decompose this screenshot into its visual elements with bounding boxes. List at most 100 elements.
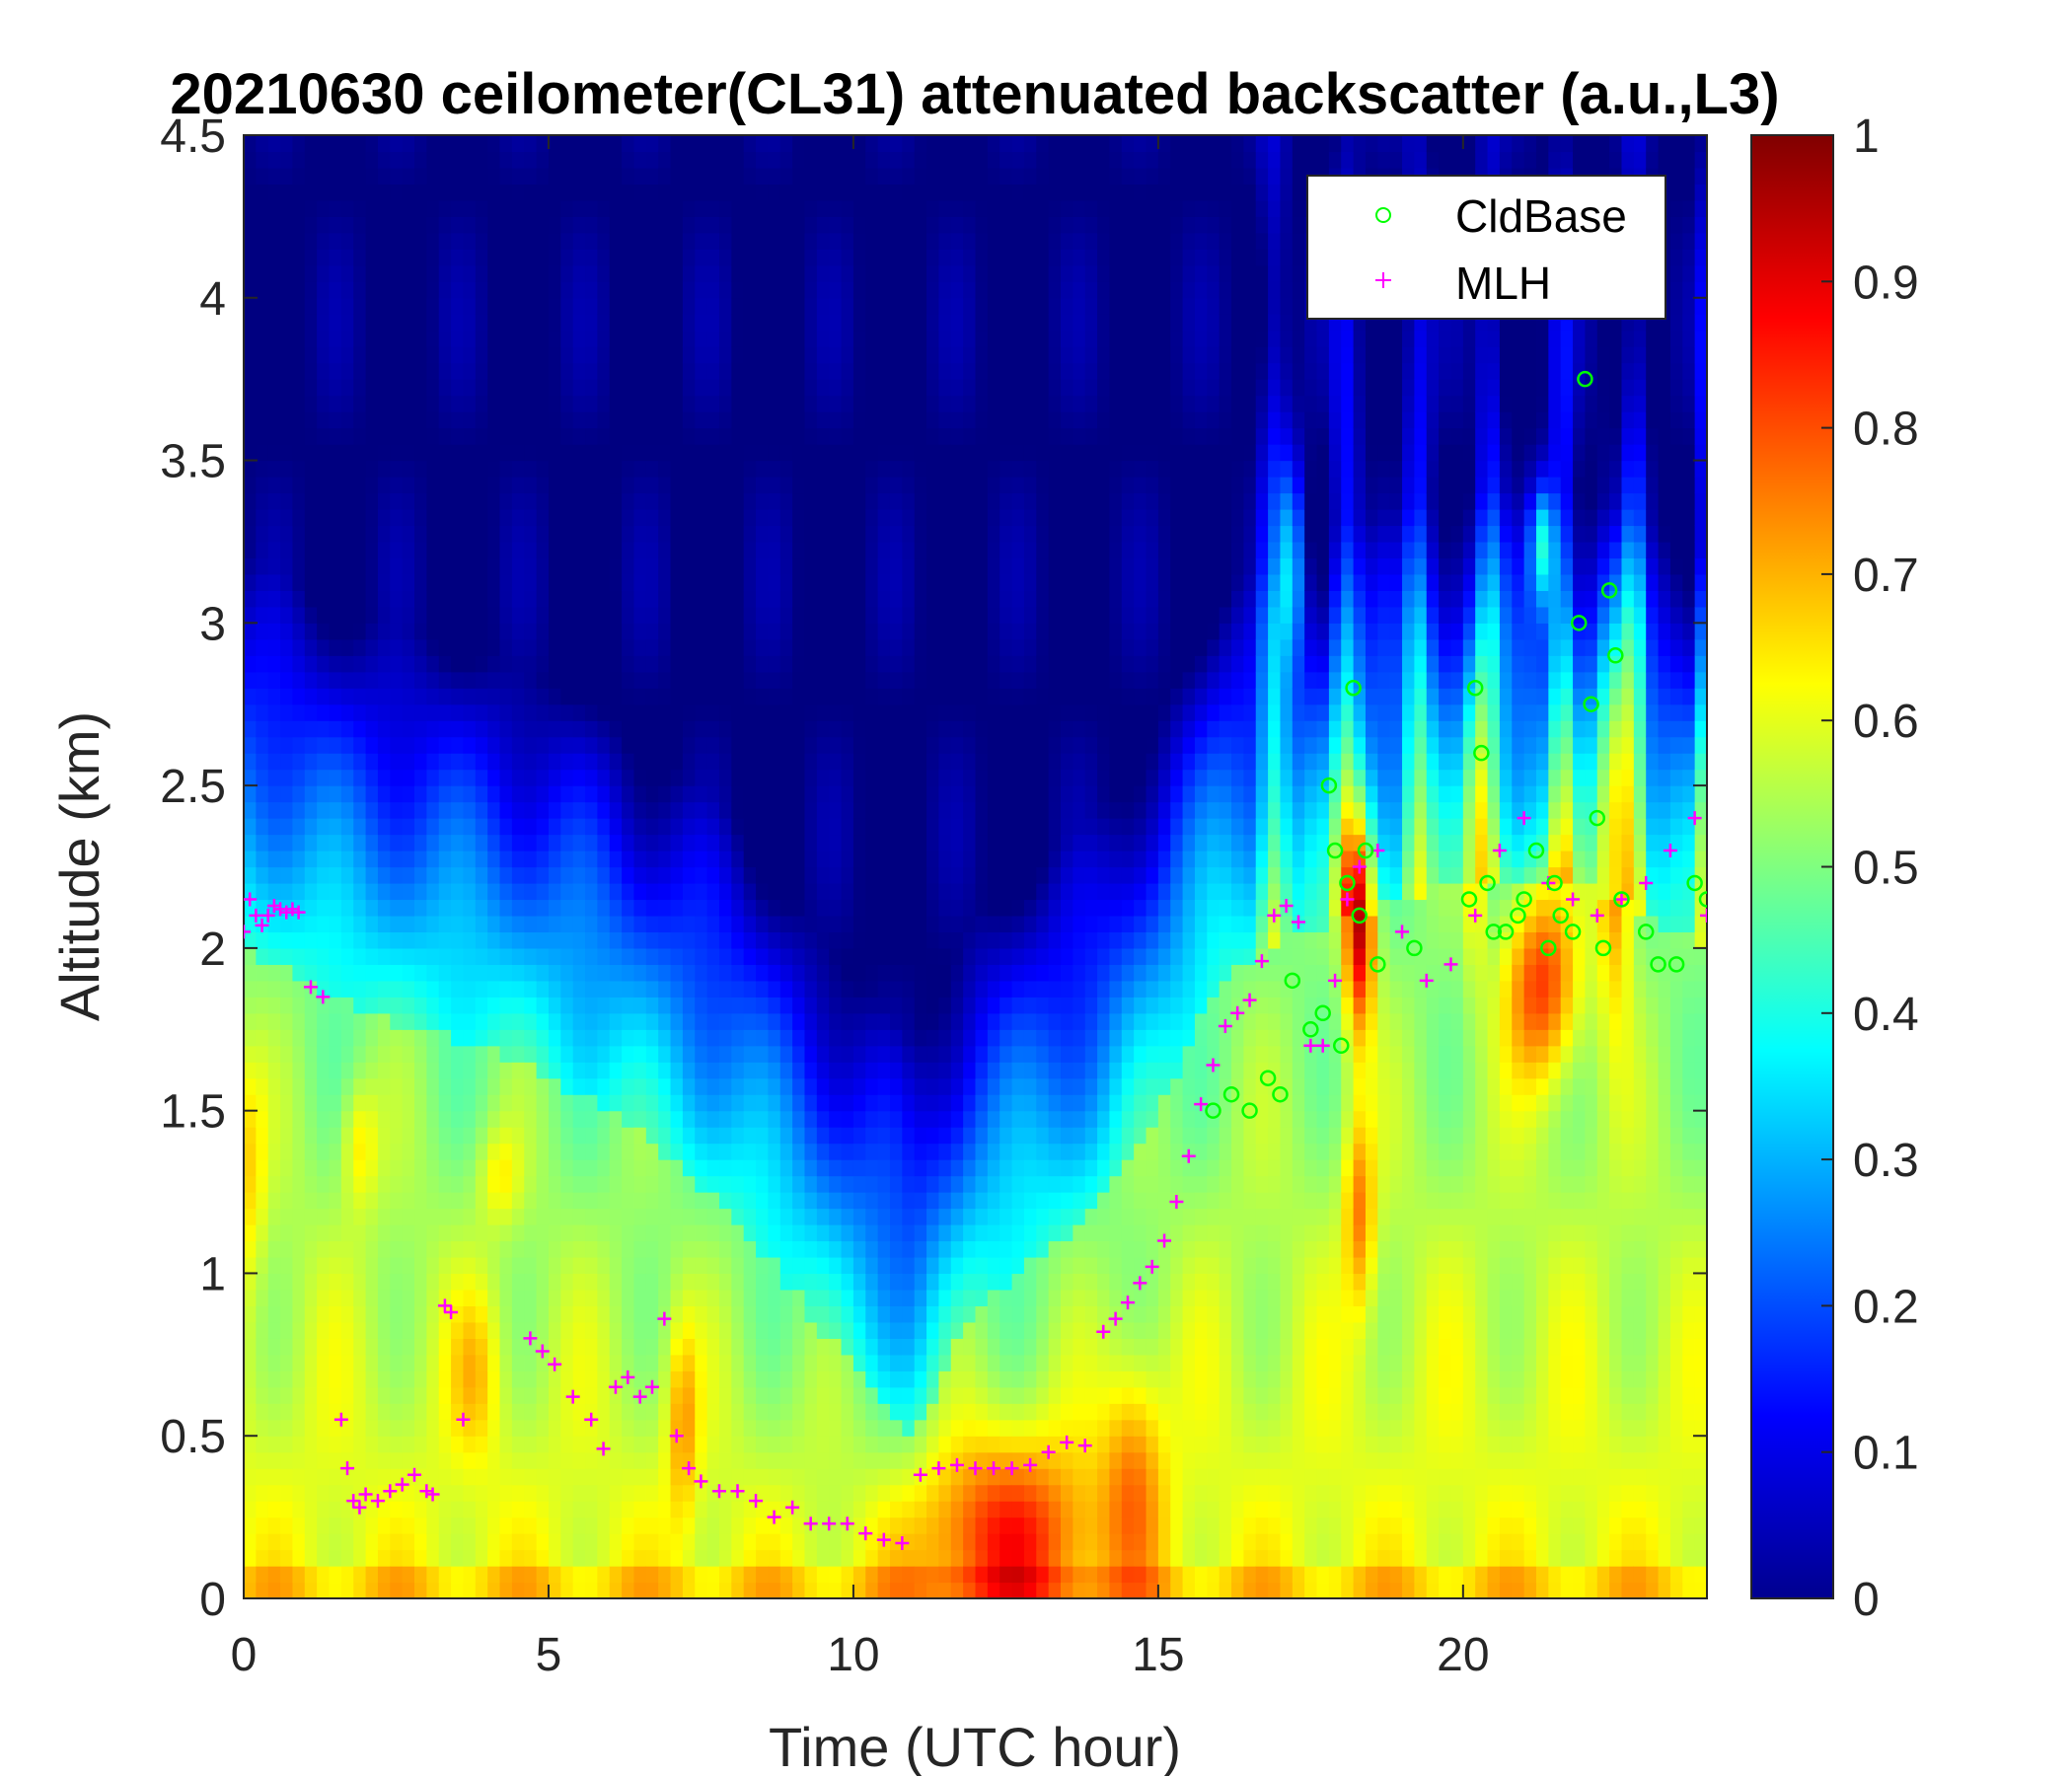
heatmap-cell <box>426 232 440 250</box>
heatmap-cell <box>902 1110 916 1128</box>
heatmap-cell <box>829 801 843 819</box>
heatmap-cell <box>695 688 708 705</box>
heatmap-cell <box>353 638 367 656</box>
heatmap-cell <box>914 1256 927 1275</box>
heatmap-cell <box>622 232 635 250</box>
heatmap-cell <box>682 1321 696 1339</box>
heatmap-cell <box>511 720 525 738</box>
heatmap-cell <box>658 199 672 217</box>
heatmap-cell <box>718 1077 732 1095</box>
heatmap-cell <box>292 1094 306 1112</box>
heatmap-cell <box>682 915 696 933</box>
heatmap-cell <box>377 1045 391 1063</box>
heatmap-cell <box>829 330 843 347</box>
heatmap-cell <box>256 1012 269 1030</box>
heatmap-cell <box>451 1338 465 1356</box>
heatmap-cell <box>841 1386 854 1404</box>
heatmap-cell <box>353 330 367 347</box>
heatmap-cell <box>414 1289 427 1306</box>
heatmap-cell <box>829 1386 843 1404</box>
heatmap-cell <box>572 1012 586 1030</box>
heatmap-cell <box>804 232 818 250</box>
heatmap-cell <box>487 1549 501 1567</box>
heatmap-cell <box>756 1256 770 1275</box>
heatmap-cell <box>390 1045 404 1063</box>
heatmap-cell <box>841 1289 854 1306</box>
heatmap-cell <box>792 801 806 819</box>
heatmap-cell <box>256 720 269 738</box>
heatmap-cell <box>670 964 684 982</box>
heatmap-cell <box>475 1029 488 1047</box>
heatmap-cell <box>317 964 331 982</box>
heatmap-cell <box>365 281 379 299</box>
heatmap-cell <box>438 1127 452 1145</box>
heatmap-cell <box>731 1224 745 1242</box>
heatmap-cell <box>670 411 684 429</box>
heatmap-cell <box>426 671 440 689</box>
heatmap-cell <box>365 1501 379 1518</box>
heatmap-cell <box>889 785 903 803</box>
heatmap-cell <box>292 477 306 494</box>
heatmap-cell <box>292 655 306 673</box>
heatmap-cell <box>304 1403 318 1421</box>
heatmap-cell <box>902 1517 916 1534</box>
heatmap-cell <box>633 1110 647 1128</box>
heatmap-cell <box>524 623 538 640</box>
heatmap-cell <box>304 151 318 169</box>
heatmap-cell <box>902 851 916 868</box>
heatmap-cell <box>792 1517 806 1534</box>
heatmap-cell <box>902 638 916 656</box>
heatmap-cell <box>829 720 843 738</box>
heatmap-cell <box>768 460 781 478</box>
heatmap-cell <box>353 769 367 786</box>
heatmap-cell <box>365 216 379 234</box>
heatmap-cell <box>816 1338 830 1356</box>
heatmap-cell <box>267 330 281 347</box>
heatmap-cell <box>340 314 354 332</box>
heatmap-cell <box>377 1224 391 1242</box>
heatmap-cell <box>451 346 465 364</box>
heatmap-cell <box>792 623 806 640</box>
heatmap-cell <box>317 264 331 282</box>
heatmap-cell <box>329 167 342 185</box>
heatmap-cell <box>292 801 306 819</box>
heatmap-cell <box>768 720 781 738</box>
heatmap-cell <box>304 525 318 543</box>
heatmap-cell <box>451 541 465 559</box>
heatmap-cell <box>743 947 757 965</box>
heatmap-cell <box>852 264 866 282</box>
heatmap-cell <box>365 460 379 478</box>
heatmap-cell <box>877 882 891 901</box>
heatmap-cell <box>280 980 294 998</box>
heatmap-cell <box>402 1192 415 1210</box>
heatmap-cell <box>304 541 318 559</box>
heatmap-cell <box>304 866 318 884</box>
heatmap-cell <box>256 623 269 640</box>
heatmap-cell <box>317 492 331 510</box>
heatmap-cell <box>340 1566 354 1584</box>
heatmap-cell <box>816 964 830 982</box>
heatmap-cell <box>731 1517 745 1534</box>
heatmap-cell <box>682 1533 696 1551</box>
heatmap-cell <box>889 915 903 933</box>
heatmap-cell <box>902 379 916 397</box>
heatmap-cell <box>548 135 561 153</box>
heatmap-cell <box>731 573 745 591</box>
heatmap-cell <box>865 314 879 332</box>
heatmap-cell <box>609 1501 623 1518</box>
heatmap-cell <box>463 1240 477 1258</box>
heatmap-cell <box>645 915 659 933</box>
heatmap-cell <box>865 1289 879 1306</box>
heatmap-cell <box>353 899 367 917</box>
heatmap-cell <box>267 703 281 721</box>
heatmap-cell <box>280 1289 294 1306</box>
heatmap-cell <box>463 785 477 803</box>
heatmap-cell <box>548 1403 561 1421</box>
heatmap-cell <box>475 606 488 624</box>
heatmap-cell <box>402 1338 415 1356</box>
heatmap-cell <box>852 411 866 429</box>
heatmap-cell <box>487 964 501 982</box>
heatmap-cell <box>743 882 757 901</box>
heatmap-cell <box>353 947 367 965</box>
heatmap-cell <box>256 1419 269 1437</box>
